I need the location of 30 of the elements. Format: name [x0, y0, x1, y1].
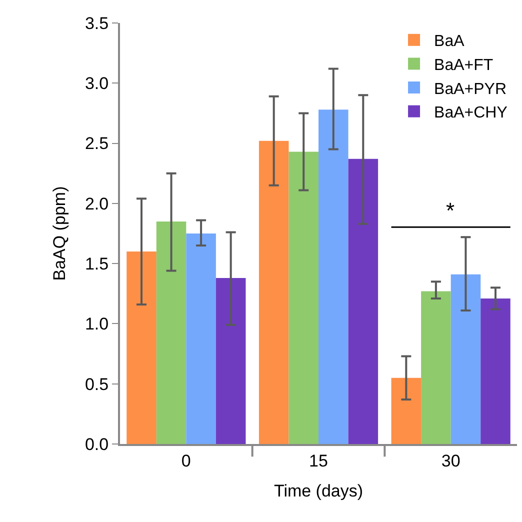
- legend-label: BaA: [434, 33, 465, 50]
- bar: [186, 234, 216, 444]
- y-axis-title: BaAQ (ppm): [50, 186, 70, 281]
- x-tick-label: 30: [441, 451, 460, 470]
- bar: [391, 378, 422, 444]
- bar: [216, 278, 246, 444]
- bar: [258, 140, 289, 444]
- bar: [126, 252, 156, 444]
- bar: [156, 221, 186, 444]
- bar: [450, 274, 481, 444]
- x-tick-label: 15: [309, 451, 328, 470]
- legend-label: BaA+PYR: [434, 80, 507, 98]
- y-tick-label: 0.0: [84, 434, 109, 454]
- y-tick-label: 2.0: [84, 194, 109, 214]
- bar: [348, 158, 378, 444]
- y-tick-label: 3.5: [84, 14, 109, 33]
- x-tick-label: 0: [181, 451, 191, 470]
- bar: [421, 291, 451, 444]
- annotation: *: [446, 198, 455, 223]
- legend-label: BaA+FT: [434, 56, 494, 74]
- legend-label: BaA+CHY: [434, 104, 508, 122]
- bar: [318, 110, 348, 444]
- y-tick-label: 3.0: [84, 74, 109, 94]
- y-tick-label: 2.5: [84, 134, 109, 154]
- bar: [480, 298, 510, 444]
- y-tick-label: 0.5: [84, 374, 109, 394]
- bar: [288, 152, 318, 444]
- y-tick-label: 1.5: [84, 254, 109, 274]
- y-tick-label: 1.0: [84, 314, 109, 334]
- x-axis-title: Time (days): [274, 481, 364, 500]
